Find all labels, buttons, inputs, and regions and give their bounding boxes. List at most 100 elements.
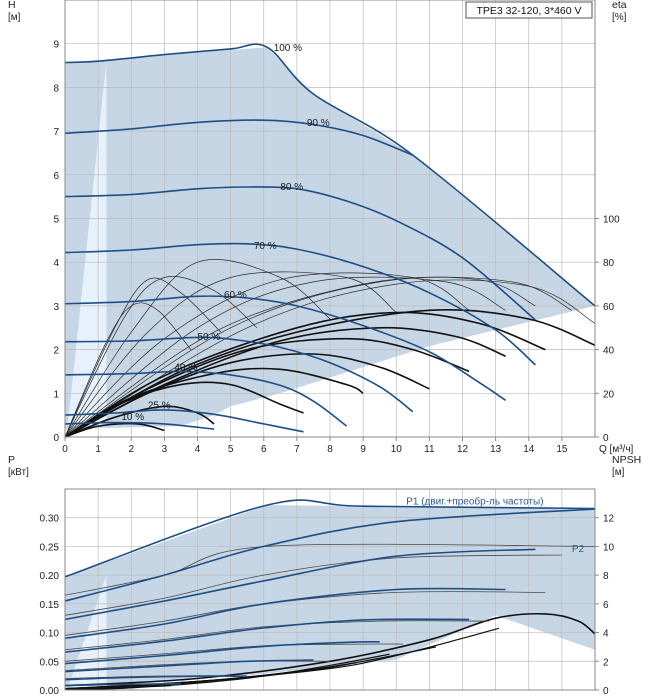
head-curve-label: 90 %: [307, 118, 330, 129]
npsh-curve: [64, 680, 215, 690]
efficiency-curve: [64, 271, 397, 438]
p2-curve: [64, 554, 562, 616]
efficiency-curve-bold: [64, 422, 165, 438]
top-y-right-label-unit: [%]: [612, 12, 627, 23]
head-curve: [64, 43, 596, 307]
top-x-tick-label: 15: [556, 444, 568, 455]
top-x-tick-label: 12: [457, 444, 469, 455]
bottom-y-right-tick-label: 8: [603, 571, 609, 582]
head-curve-label: 25 %: [148, 401, 171, 412]
head-curve-label: 10 %: [121, 412, 144, 423]
bottom-y-right-tick-label: 10: [603, 542, 615, 553]
top-x-tick-label: 2: [128, 444, 134, 455]
p2-curve: [64, 620, 490, 651]
p1-curve: [64, 641, 380, 665]
bottom-axis-labels: 0.00 0.05 0.10 0.15 0.20 0.25 0.30 0 2 4 6 8 10 12 P[к…: [8, 454, 641, 697]
top-plot-frame: [64, 0, 596, 438]
top-y-right-tick-label: 100: [603, 215, 620, 226]
head-curve-label: 50 %: [198, 332, 221, 343]
npsh-curve: [64, 685, 172, 691]
npsh-curve: [64, 612, 596, 687]
bottom-y-right-label-unit: [м]: [612, 467, 625, 478]
head-curve-label: 100 %: [274, 43, 302, 54]
head-curve: [64, 119, 414, 156]
p1-curve: [64, 659, 314, 673]
bottom-y-tick-label: 0.15: [40, 600, 60, 611]
top-x-tick-label: 11: [424, 444, 435, 455]
top-x-tick-label: 4: [195, 444, 201, 455]
efficiency-curve: [64, 276, 258, 438]
bottom-y-right-tick-label: 2: [603, 657, 609, 668]
bottom-y-tick-label: 0.10: [40, 629, 60, 640]
bottom-plot-frame: [64, 488, 596, 691]
bottom-y-tick-label: 0.05: [40, 657, 60, 668]
head-curve: [64, 295, 507, 401]
top-y-left-label-unit: [м]: [8, 12, 21, 23]
top-y-right-label-name: eta: [612, 0, 627, 11]
head-curve: [64, 186, 536, 321]
head-curve: [64, 242, 536, 366]
top-y-right-tick-label: 0: [603, 433, 609, 444]
efficiency-curve: [64, 302, 192, 438]
efficiency-curve: [64, 259, 331, 438]
bottom-y-tick-label: 0.20: [40, 571, 60, 582]
bottom-power-curves: [64, 499, 596, 687]
top-y-right-tick-label: 20: [603, 389, 615, 400]
efficiency-curve: [64, 276, 506, 438]
head-curve: [64, 409, 304, 433]
top-grid: [65, 0, 595, 437]
p1-curve: [64, 675, 248, 681]
p1-curve: [64, 508, 596, 602]
bottom-y-tick-label: 0.00: [40, 686, 60, 697]
bottom-y-right-tick-label: 6: [603, 600, 609, 611]
bottom-y-right-tick-label: 0: [603, 686, 609, 697]
head-curve-label: 60 %: [224, 290, 247, 301]
head-curve-label: 80 %: [280, 182, 303, 193]
bottom-y-tick-label: 0.30: [40, 514, 60, 525]
p1-curve: [64, 499, 596, 578]
power-annotation: P1 (двиг.+преобр-ль частоты): [406, 496, 543, 508]
top-x-tick-label: 7: [294, 444, 300, 455]
top-y-tick-label: 4: [53, 258, 59, 269]
top-y-right-tick-label: 60: [603, 302, 615, 313]
top-y-tick-label: 6: [53, 171, 59, 182]
head-curve: [64, 336, 414, 413]
top-y-right-tick-label: 40: [603, 346, 615, 357]
efficiency-curve-bold: [64, 308, 596, 438]
top-x-tick-label: 1: [95, 444, 101, 455]
top-x-tick-label: 6: [261, 444, 267, 455]
p1-curve: [64, 587, 506, 640]
bottom-y-tick-label: 0.25: [40, 542, 60, 553]
p1-curve: [64, 548, 536, 621]
top-y-tick-label: 5: [53, 215, 59, 226]
top-y-tick-label: 8: [53, 83, 59, 94]
top-x-tick-label: 3: [162, 444, 168, 455]
top-x-tick-label: 5: [228, 444, 234, 455]
head-curve-label: 40 %: [174, 363, 197, 374]
efficiency-curve: [64, 279, 596, 438]
top-y-tick-label: 3: [53, 302, 59, 313]
chart-title: TPE3 32-120, 3*460 V: [476, 5, 581, 17]
top-x-tick-label: 14: [523, 444, 535, 455]
top-x-tick-label: 9: [360, 444, 366, 455]
bottom-y-right-tick-label: 4: [603, 629, 609, 640]
efficiency-curve: [64, 277, 221, 438]
bottom-y-left-label-name: P: [8, 454, 15, 466]
p1-curve: [64, 618, 470, 653]
bottom-y-left-label-unit: [кВт]: [8, 467, 29, 478]
power-annotation: P2: [572, 544, 585, 555]
bottom-chart: 0.00 0.05 0.10 0.15 0.20 0.25 0.30 0 2 4 6 8 10 12 P[к…: [8, 454, 641, 697]
top-y-tick-label: 7: [53, 127, 59, 138]
head-curve: [64, 370, 348, 427]
bottom-npsh-curves: [64, 612, 596, 691]
efficiency-curve: [64, 276, 572, 438]
top-y-tick-label: 2: [53, 346, 59, 357]
p2-curve: [64, 543, 596, 596]
top-y-tick-label: 9: [53, 40, 59, 51]
top-min-speed-region: [67, 61, 107, 427]
top-x-tick-label: 13: [490, 444, 502, 455]
bottom-y-right-label-name: NPSH: [612, 454, 641, 466]
top-x-axis-title: Q [м³/ч]: [599, 444, 634, 455]
